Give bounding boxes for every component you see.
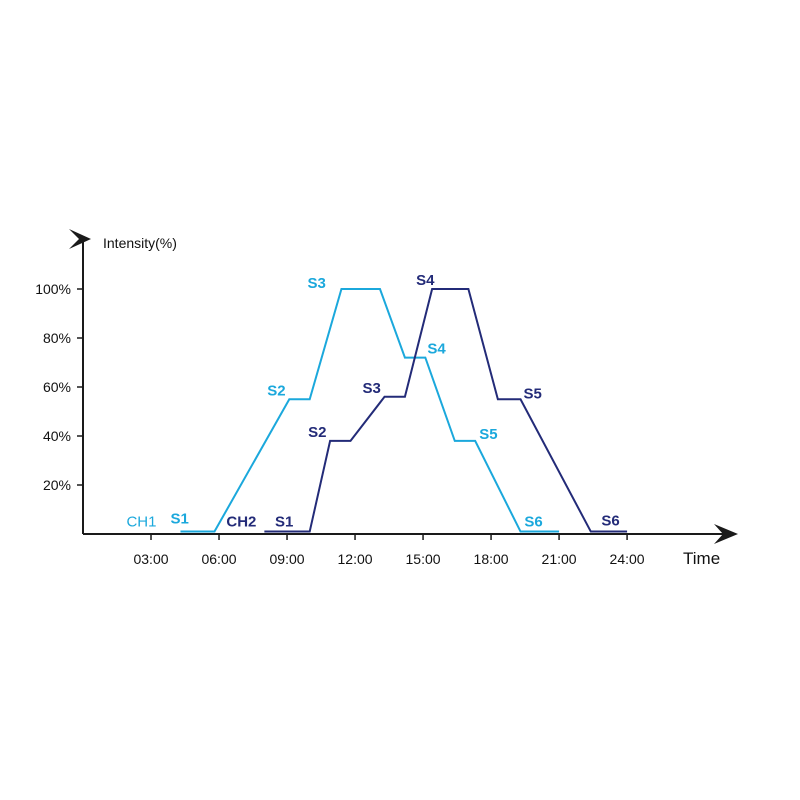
stage-label-ch1: S1 bbox=[170, 511, 188, 528]
stage-label-ch2: S4 bbox=[416, 272, 435, 289]
x-tick-label: 12:00 bbox=[338, 551, 373, 567]
series-line-ch1 bbox=[180, 288, 560, 533]
x-ticks: 03:00 06:00 09:00 12:00 15:00 18:00 21:00 24:00 bbox=[133, 534, 645, 567]
axes: Intensity(%) Time bbox=[69, 229, 738, 568]
y-tick-label: 20% bbox=[43, 477, 71, 493]
y-tick-label: 80% bbox=[43, 330, 71, 346]
stage-label-ch1: S4 bbox=[427, 341, 446, 358]
series-layer bbox=[180, 288, 628, 533]
y-axis-title: Intensity(%) bbox=[103, 235, 177, 251]
stage-label-ch1: S2 bbox=[267, 382, 285, 399]
label-layer: S1 S2 S3 S4 S5 S6 CH1 S1 S2 S3 S4 S5 S6 CH2 bbox=[126, 272, 619, 531]
stage-label-ch2: S1 bbox=[275, 514, 293, 531]
stage-label-ch2: S6 bbox=[601, 513, 619, 530]
y-axis-arrow-icon bbox=[69, 229, 91, 249]
x-tick-label: 15:00 bbox=[406, 551, 441, 567]
y-tick-label: 60% bbox=[43, 379, 71, 395]
y-ticks: 20% 40% 60% 80% 100% bbox=[35, 281, 83, 493]
stage-label-ch2: S3 bbox=[363, 380, 381, 397]
stage-label-ch1: S5 bbox=[479, 426, 497, 443]
y-tick-label: 100% bbox=[35, 281, 71, 297]
y-tick-label: 40% bbox=[43, 428, 71, 444]
stage-label-ch1: S3 bbox=[307, 275, 325, 292]
x-axis-title: Time bbox=[683, 549, 720, 568]
x-tick-label: 18:00 bbox=[474, 551, 509, 567]
channel-label-ch1: CH1 bbox=[126, 514, 156, 531]
stage-label-ch2: S5 bbox=[524, 385, 542, 402]
stage-label-ch2: S2 bbox=[308, 424, 326, 441]
x-tick-label: 21:00 bbox=[542, 551, 577, 567]
x-axis-arrow-icon bbox=[714, 524, 738, 544]
stage-label-ch1: S6 bbox=[524, 514, 542, 531]
x-tick-label: 03:00 bbox=[133, 551, 168, 567]
series-line-ch2 bbox=[264, 288, 628, 533]
x-tick-label: 06:00 bbox=[201, 551, 236, 567]
x-tick-label: 09:00 bbox=[270, 551, 305, 567]
channel-label-ch2: CH2 bbox=[226, 514, 256, 531]
x-tick-label: 24:00 bbox=[610, 551, 645, 567]
